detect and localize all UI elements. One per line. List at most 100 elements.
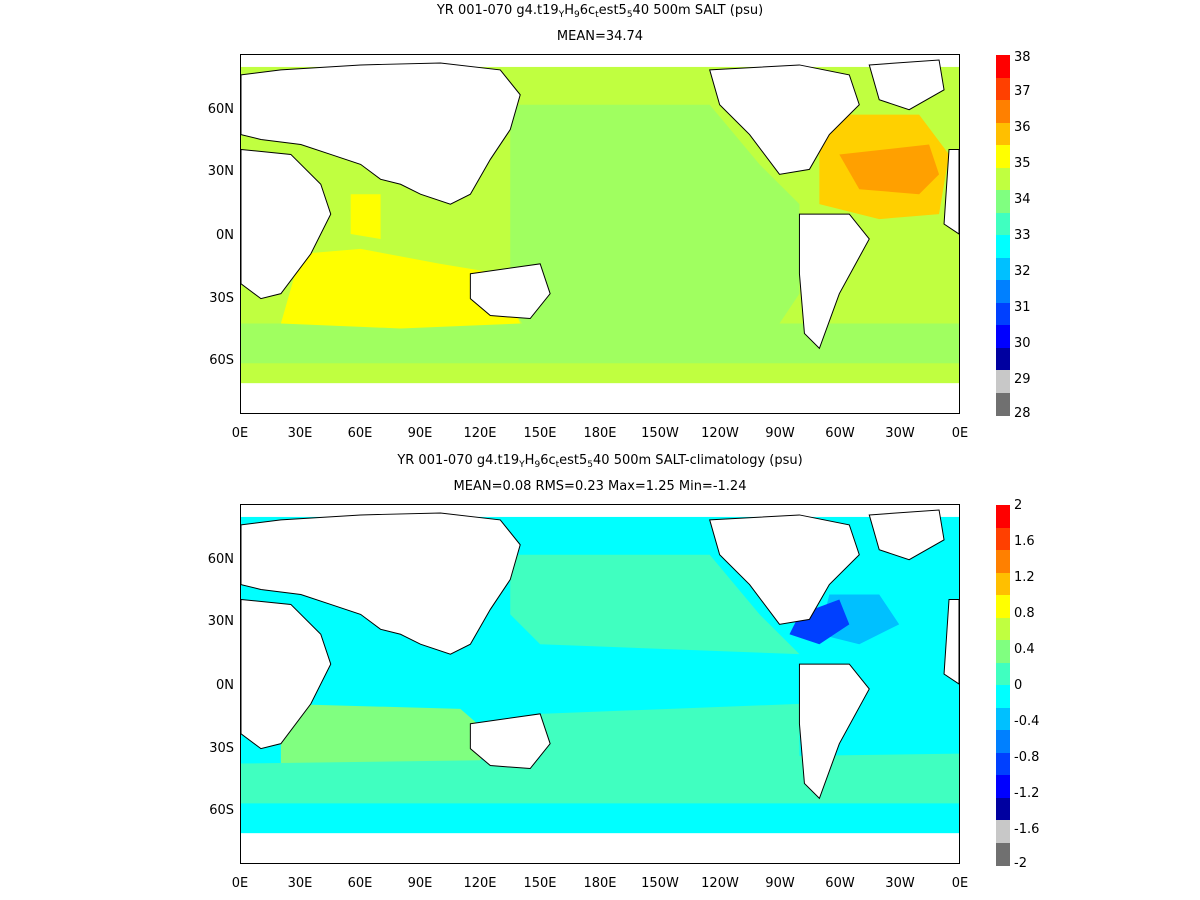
africa-west bbox=[241, 598, 332, 750]
lon-label: 150E bbox=[523, 426, 557, 441]
colorbar-label: 34 bbox=[1014, 192, 1031, 207]
colorbar-swatch bbox=[996, 685, 1010, 708]
colorbar-label: 1.6 bbox=[1014, 534, 1035, 549]
colorbar-label: 0.4 bbox=[1014, 642, 1035, 657]
colorbar-swatch bbox=[996, 302, 1010, 326]
panel-title: YR 001-070 g4.t19YH96ctest5540 500m SALT… bbox=[397, 453, 803, 470]
colorbar-swatch bbox=[996, 617, 1010, 641]
panel-subtitle: MEAN=34.74 bbox=[556, 29, 644, 44]
lon-label: 60W bbox=[825, 876, 855, 891]
lat-label: 60N bbox=[207, 102, 234, 117]
antarctica bbox=[241, 383, 959, 413]
greenland bbox=[868, 509, 945, 561]
panel-title: YR 001-070 g4.t19YH96ctest5540 500m SALT… bbox=[436, 3, 764, 20]
lon-label: 0E bbox=[231, 426, 249, 441]
north-america bbox=[709, 514, 860, 625]
colorbar-label: 35 bbox=[1014, 156, 1031, 171]
colorbar-swatch bbox=[996, 572, 1010, 596]
colorbar-swatch bbox=[996, 550, 1010, 573]
colorbar-label: 36 bbox=[1014, 120, 1031, 135]
north-pacific-field bbox=[510, 554, 800, 655]
colorbar-label: 0.8 bbox=[1014, 606, 1035, 621]
colorbar-swatch bbox=[996, 280, 1010, 303]
panel-subtitle: MEAN=0.08 RMS=0.23 Max=1.25 Min=-1.24 bbox=[453, 479, 747, 494]
colorbar-swatch bbox=[996, 842, 1010, 866]
lon-label: 90E bbox=[407, 876, 433, 891]
lon-label: 150W bbox=[641, 876, 679, 891]
colorbar-label: 33 bbox=[1014, 228, 1031, 243]
antarctica bbox=[241, 833, 959, 863]
africa-east-edge bbox=[943, 598, 959, 685]
colorbar-label: -0.8 bbox=[1014, 750, 1040, 765]
lat-label: 0N bbox=[216, 228, 234, 243]
arabian-yellow bbox=[350, 194, 381, 239]
southern-band bbox=[241, 323, 959, 364]
lon-label: 30W bbox=[885, 426, 915, 441]
colorbar-swatch bbox=[996, 122, 1010, 146]
pacific-field bbox=[510, 104, 800, 354]
eurasia bbox=[241, 62, 521, 205]
colorbar-swatch bbox=[996, 730, 1010, 753]
colorbar-swatch bbox=[996, 370, 1010, 393]
colorbar-swatch bbox=[996, 662, 1010, 686]
africa-east-edge bbox=[943, 148, 959, 235]
lon-label: 150E bbox=[523, 876, 557, 891]
australia bbox=[469, 263, 551, 320]
colorbar-swatch bbox=[996, 190, 1010, 213]
anomaly-map bbox=[240, 504, 960, 864]
colorbar-swatch bbox=[996, 820, 1010, 843]
colorbar-swatch bbox=[996, 752, 1010, 776]
indian-yellow bbox=[280, 248, 521, 329]
south-pacific-field bbox=[540, 703, 800, 764]
colorbar-label: 37 bbox=[1014, 84, 1031, 99]
lat-label: 60S bbox=[209, 353, 234, 368]
colorbar-label: 2 bbox=[1014, 498, 1023, 513]
colorbar-swatch bbox=[996, 100, 1010, 123]
lat-label: 60N bbox=[207, 552, 234, 567]
lon-label: 60W bbox=[825, 426, 855, 441]
colorbar-swatch bbox=[996, 527, 1010, 551]
australia bbox=[469, 713, 551, 770]
north-america bbox=[709, 64, 860, 175]
colorbar-label: 38 bbox=[1014, 50, 1031, 65]
colorbar-label: 0 bbox=[1014, 678, 1023, 693]
lon-label: 90W bbox=[765, 876, 795, 891]
lon-label: 0E bbox=[951, 426, 969, 441]
salinity-map bbox=[240, 54, 960, 414]
south-america bbox=[798, 663, 870, 800]
colorbar-label: 32 bbox=[1014, 264, 1031, 279]
atlantic-high bbox=[839, 144, 940, 195]
colorbar-swatch bbox=[996, 145, 1010, 168]
lat-label: 30S bbox=[209, 741, 234, 756]
atlantic-high bbox=[789, 599, 850, 645]
lon-label: 30W bbox=[885, 876, 915, 891]
colorbar-swatch bbox=[996, 640, 1010, 663]
map-canvas bbox=[241, 505, 959, 863]
lat-label: 30N bbox=[207, 614, 234, 629]
eurasia bbox=[241, 512, 521, 655]
colorbar-swatch bbox=[996, 325, 1010, 348]
colorbar-swatch bbox=[996, 257, 1010, 281]
colorbar-label: 29 bbox=[1014, 372, 1031, 387]
colorbar bbox=[996, 505, 1010, 866]
colorbar-label: 31 bbox=[1014, 300, 1031, 315]
colorbar-swatch bbox=[996, 235, 1010, 258]
southern-band bbox=[241, 753, 959, 804]
colorbar-swatch bbox=[996, 392, 1010, 416]
lon-label: 0E bbox=[951, 876, 969, 891]
lat-label: 30S bbox=[209, 291, 234, 306]
colorbar-swatch bbox=[996, 347, 1010, 371]
colorbar-label: 1.2 bbox=[1014, 570, 1035, 585]
lon-label: 120E bbox=[463, 876, 497, 891]
colorbar-swatch bbox=[996, 595, 1010, 618]
lon-label: 0E bbox=[231, 876, 249, 891]
lon-label: 120W bbox=[701, 426, 739, 441]
colorbar-swatch bbox=[996, 212, 1010, 236]
colorbar-label: 30 bbox=[1014, 336, 1031, 351]
greenland bbox=[868, 59, 945, 111]
colorbar-label: -0.4 bbox=[1014, 714, 1040, 729]
colorbar-swatch bbox=[996, 505, 1010, 528]
lon-label: 120W bbox=[701, 876, 739, 891]
south-america bbox=[798, 213, 870, 350]
lat-label: 60S bbox=[209, 803, 234, 818]
